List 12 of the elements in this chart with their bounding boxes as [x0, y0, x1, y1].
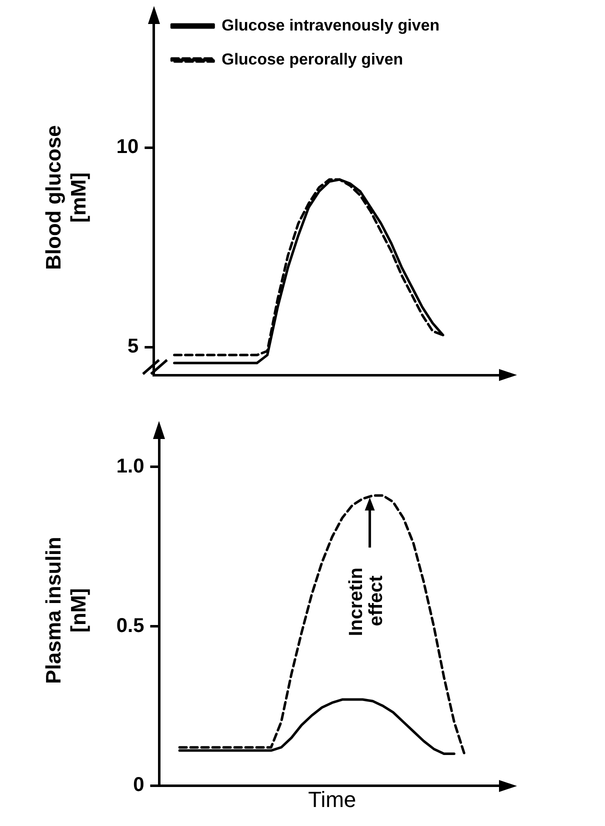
y-axis-title: Blood glucose [mM]	[42, 125, 91, 270]
legend-label: Glucose intravenously given	[222, 17, 440, 34]
y-tick-label: 10	[116, 136, 139, 158]
annotation: Incretin effect	[346, 568, 388, 636]
y-tick-label: 5	[128, 336, 139, 358]
line-series	[178, 494, 466, 755]
y-tick-label: 0	[133, 774, 144, 796]
y-axis-title: Plasma insulin [nM]	[42, 536, 91, 684]
legend-label: Glucose perorally given	[222, 51, 404, 68]
y-tick-label: 0.5	[116, 614, 144, 637]
x-axis-title: Time	[308, 786, 356, 812]
y-tick-label: 1.0	[116, 455, 144, 478]
